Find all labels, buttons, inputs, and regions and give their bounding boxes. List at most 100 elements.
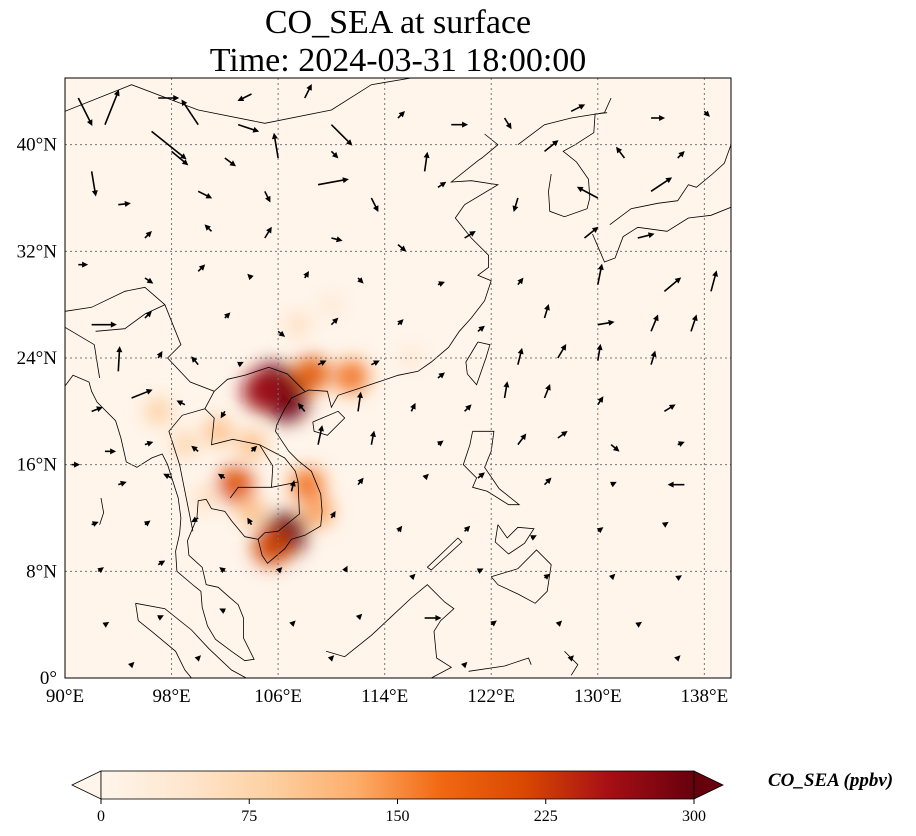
wind-arrow-head	[156, 351, 163, 358]
wind-arrow	[357, 477, 364, 486]
wind-arrow-head	[357, 477, 364, 485]
wind-arrow	[317, 360, 327, 366]
coastline-segment	[462, 430, 521, 506]
wind-arrow-head	[237, 95, 245, 101]
longitude-tick-label: 114°E	[361, 686, 408, 707]
wind-arrow-head	[97, 567, 104, 574]
wind-arrow-head	[370, 430, 376, 438]
wind-arrow-head	[332, 317, 339, 325]
wind-arrow-head	[461, 661, 468, 669]
latitude-tick-label: 32°N	[17, 241, 58, 262]
wind-arrow	[191, 356, 199, 366]
wind-arrow-head	[204, 224, 211, 231]
wind-arrow-shaft	[317, 428, 323, 445]
wind-arrow	[543, 384, 551, 399]
wind-arrow	[557, 344, 567, 359]
wind-arrow	[289, 620, 296, 627]
wind-arrow-head	[478, 472, 485, 479]
colorbar-min-extension	[71, 770, 102, 800]
wind-arrow-head	[465, 404, 472, 411]
wind-arrow-head	[219, 608, 226, 614]
wind-arrow	[277, 330, 286, 337]
wind-arrow	[90, 171, 98, 197]
wind-arrow-head	[422, 473, 429, 481]
wind-arrow	[78, 261, 89, 268]
co-hotspot	[203, 416, 233, 446]
wind-arrow	[597, 263, 604, 285]
wind-arrow	[304, 84, 312, 99]
wind-arrow-head	[667, 481, 674, 488]
wind-arrow	[158, 95, 180, 101]
wind-arrow	[674, 655, 681, 662]
wind-arrow	[677, 441, 685, 447]
wind-arrow-shaft	[650, 178, 670, 192]
wind-arrow-head	[128, 661, 135, 669]
wind-arrow	[224, 312, 231, 319]
co-hotspot	[252, 528, 291, 567]
wind-arrow-head	[409, 573, 416, 581]
latitude-tick-label: 40°N	[17, 135, 58, 156]
wind-arrow-shaft	[663, 279, 679, 292]
wind-arrow	[197, 264, 206, 272]
wind-arrow	[635, 621, 642, 628]
latitude-tick-label: 24°N	[17, 348, 58, 369]
colorbar-tick-label: 75	[241, 808, 257, 825]
wind-arrow-head	[462, 121, 469, 128]
wind-arrow	[397, 111, 405, 119]
wind-arrow	[118, 480, 127, 487]
wind-arrow	[397, 244, 407, 252]
wind-arrow-head	[476, 568, 484, 574]
wind-arrow-head	[505, 122, 512, 130]
wind-arrow	[396, 525, 403, 533]
wind-arrow-head	[163, 473, 170, 480]
wind-arrow-head	[530, 535, 537, 541]
wind-arrow	[191, 445, 199, 452]
wind-arrow	[163, 473, 172, 480]
wind-arrow-shaft	[131, 390, 150, 399]
latitude-tick-label: 0°	[40, 668, 57, 689]
wind-arrow	[651, 115, 666, 121]
wind-arrow	[144, 311, 152, 319]
wind-arrow-head	[157, 615, 164, 621]
wind-arrow-head	[596, 343, 603, 351]
coastline-segment	[592, 206, 731, 263]
wind-arrow-head	[191, 356, 198, 363]
wind-arrow	[197, 190, 213, 199]
wind-arrow	[517, 347, 524, 365]
wind-arrow-shaft	[237, 123, 256, 132]
wind-arrow-head	[423, 151, 430, 159]
map-background	[65, 78, 731, 678]
wind-arrow-shaft	[357, 395, 362, 412]
wind-arrow-head	[490, 620, 497, 627]
wind-arrow-head	[297, 402, 304, 410]
coastline-segment	[468, 657, 532, 672]
wind-arrow-head	[229, 160, 237, 167]
wind-arrow	[97, 567, 104, 574]
co-hotspot	[192, 485, 218, 511]
wind-arrow	[567, 655, 574, 662]
co-hotspot	[237, 430, 266, 460]
co-hotspot	[217, 466, 254, 504]
wind-arrow-head	[665, 177, 673, 184]
map-title-line1: CO_SEA at surface	[264, 4, 532, 41]
wind-arrow-head	[357, 391, 363, 399]
wind-arrow	[370, 197, 379, 212]
wind-arrow-head	[436, 440, 444, 447]
wind-arrow	[555, 620, 563, 627]
wind-arrow-head	[271, 132, 278, 140]
wind-arrow	[464, 231, 476, 239]
wind-arrow	[297, 402, 306, 412]
longitude-tick-label: 130°E	[574, 686, 622, 707]
wind-arrow-head	[463, 525, 471, 533]
wind-arrow	[661, 521, 669, 528]
wind-arrow-head	[91, 521, 99, 527]
wind-arrow-head	[661, 521, 669, 528]
wind-arrow	[650, 350, 657, 365]
colorbar-gradient	[100, 770, 695, 800]
wind-arrow	[637, 232, 655, 239]
wind-arrow	[424, 615, 442, 621]
wind-arrow-head	[318, 425, 324, 432]
colorbar-tick-label: 225	[534, 808, 558, 825]
co-hotspot	[334, 359, 369, 394]
longitude-tick-labels: 90°E 98°E 106°E 114°E 122°E 130°E 138°E	[46, 686, 728, 707]
